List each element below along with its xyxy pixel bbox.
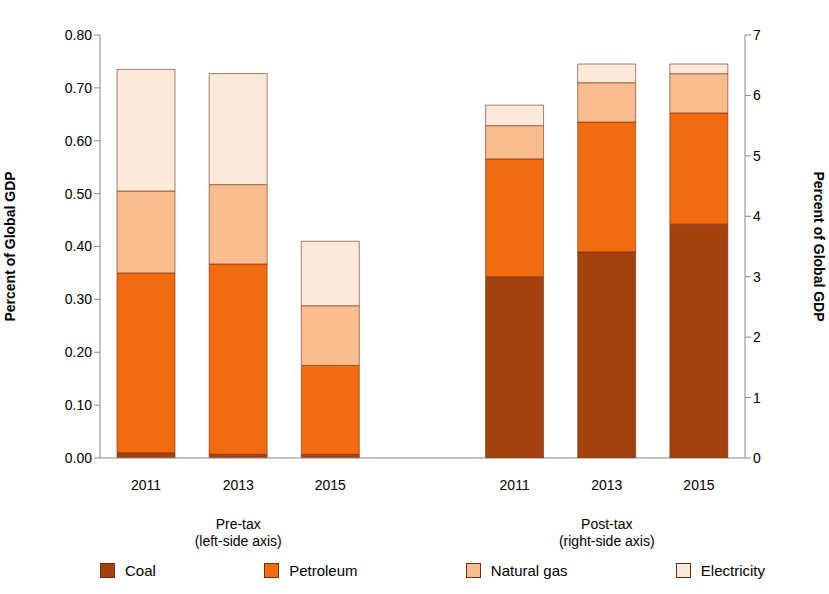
html-text:Post-tax: Post-tax bbox=[581, 516, 633, 532]
svg-text:6: 6 bbox=[753, 87, 761, 103]
svg-text:2015: 2015 bbox=[315, 477, 346, 493]
svg-text:3: 3 bbox=[753, 269, 761, 285]
svg-text:2013: 2013 bbox=[591, 477, 622, 493]
html-text:(right-side axis): (right-side axis) bbox=[558, 533, 655, 549]
html-text:Electricity: Electricity bbox=[700, 562, 765, 579]
svg-text:0.50: 0.50 bbox=[65, 186, 92, 202]
svg-text:0: 0 bbox=[753, 450, 761, 466]
svg-text:5: 5 bbox=[753, 148, 761, 164]
svg-text:Percent of Global GDP: Percent of Global GDP bbox=[8, 171, 18, 321]
svg-text:2011: 2011 bbox=[131, 477, 161, 493]
svg-text:2015: 2015 bbox=[683, 477, 714, 493]
svg-text:0.70: 0.70 bbox=[65, 80, 92, 96]
svg-text:0.40: 0.40 bbox=[65, 238, 92, 254]
svg-text:1: 1 bbox=[753, 390, 761, 406]
html-text:Petroleum: Petroleum bbox=[289, 562, 358, 579]
svg-text:2: 2 bbox=[753, 329, 761, 345]
svg-text:0.20: 0.20 bbox=[65, 344, 92, 360]
svg-text:0.80: 0.80 bbox=[65, 27, 92, 43]
svg-text:0.10: 0.10 bbox=[65, 397, 92, 413]
svg-text:7: 7 bbox=[753, 27, 761, 43]
svg-text:0.30: 0.30 bbox=[65, 291, 92, 307]
svg-text:Percent of Global GDP: Percent of Global GDP bbox=[811, 171, 821, 321]
svg-text:2013: 2013 bbox=[223, 477, 254, 493]
html-text:(left-side axis): (left-side axis) bbox=[194, 533, 282, 549]
html-text:Natural gas: Natural gas bbox=[490, 562, 568, 579]
svg-text:0.00: 0.00 bbox=[65, 450, 92, 466]
svg-text:2011: 2011 bbox=[500, 477, 530, 493]
html-text:Pre-tax: Pre-tax bbox=[215, 516, 261, 532]
html-text:Coal: Coal bbox=[125, 562, 156, 579]
svg-text:0.60: 0.60 bbox=[65, 133, 92, 149]
svg-text:4: 4 bbox=[753, 208, 761, 224]
